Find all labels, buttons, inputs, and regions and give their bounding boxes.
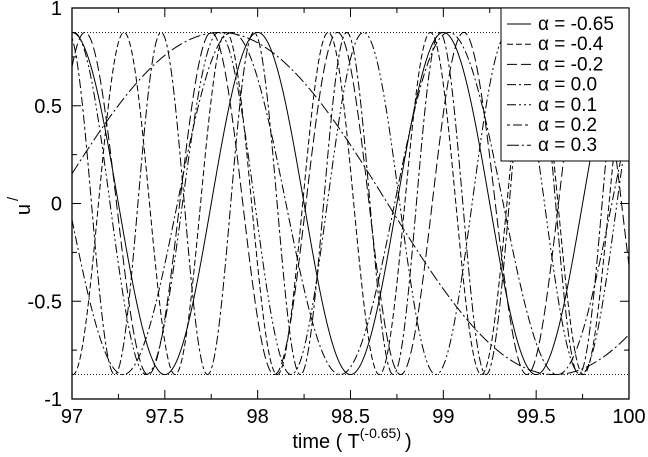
y-tick-label-4: 1 — [51, 0, 62, 20]
y-tick-label-2: 0 — [51, 194, 62, 216]
x-tick-label-1: 97.5 — [145, 406, 184, 428]
legend-box — [500, 7, 630, 162]
x-tick-label-2: 98 — [247, 406, 269, 428]
legend-label-3: α = 0.0 — [538, 75, 597, 96]
series-line-2 — [72, 31, 629, 376]
y-tick-label-1: -0.5 — [28, 291, 62, 313]
series-line-0 — [72, 31, 629, 376]
legend-label-6: α = 0.3 — [538, 135, 597, 156]
svg-text:u/: u/ — [5, 196, 35, 215]
x-tick-label-3: 98.5 — [331, 406, 370, 428]
x-tick-label-4: 99 — [432, 406, 454, 428]
legend: α = -0.65α = -0.4α = -0.2α = 0.0α = 0.1α… — [500, 7, 630, 162]
legend-label-0: α = -0.65 — [538, 14, 614, 35]
series-line-6 — [72, 31, 629, 376]
y-tick-labels: -1 -0.5 0 0.5 1 — [28, 0, 62, 411]
series-lines — [72, 31, 629, 376]
y-axis-label: u/ — [5, 196, 35, 215]
x-tick-label-0: 97 — [61, 406, 83, 428]
series-line-4 — [72, 31, 629, 376]
legend-label-2: α = -0.2 — [538, 54, 603, 75]
legend-label-4: α = 0.1 — [538, 95, 597, 116]
y-tick-label-0: -1 — [44, 389, 62, 411]
x-tick-label-6: 100 — [612, 406, 645, 428]
legend-label-1: α = -0.4 — [538, 34, 604, 55]
y-tick-label-3: 0.5 — [34, 96, 62, 118]
x-tick-labels: 97 97.5 98 98.5 99 99.5 100 — [61, 406, 646, 428]
x-axis-label: time ( T(-0.65)) — [292, 425, 411, 453]
legend-label-5: α = 0.2 — [538, 115, 597, 136]
axis-ticks — [71, 7, 630, 400]
x-tick-label-5: 99.5 — [517, 406, 556, 428]
